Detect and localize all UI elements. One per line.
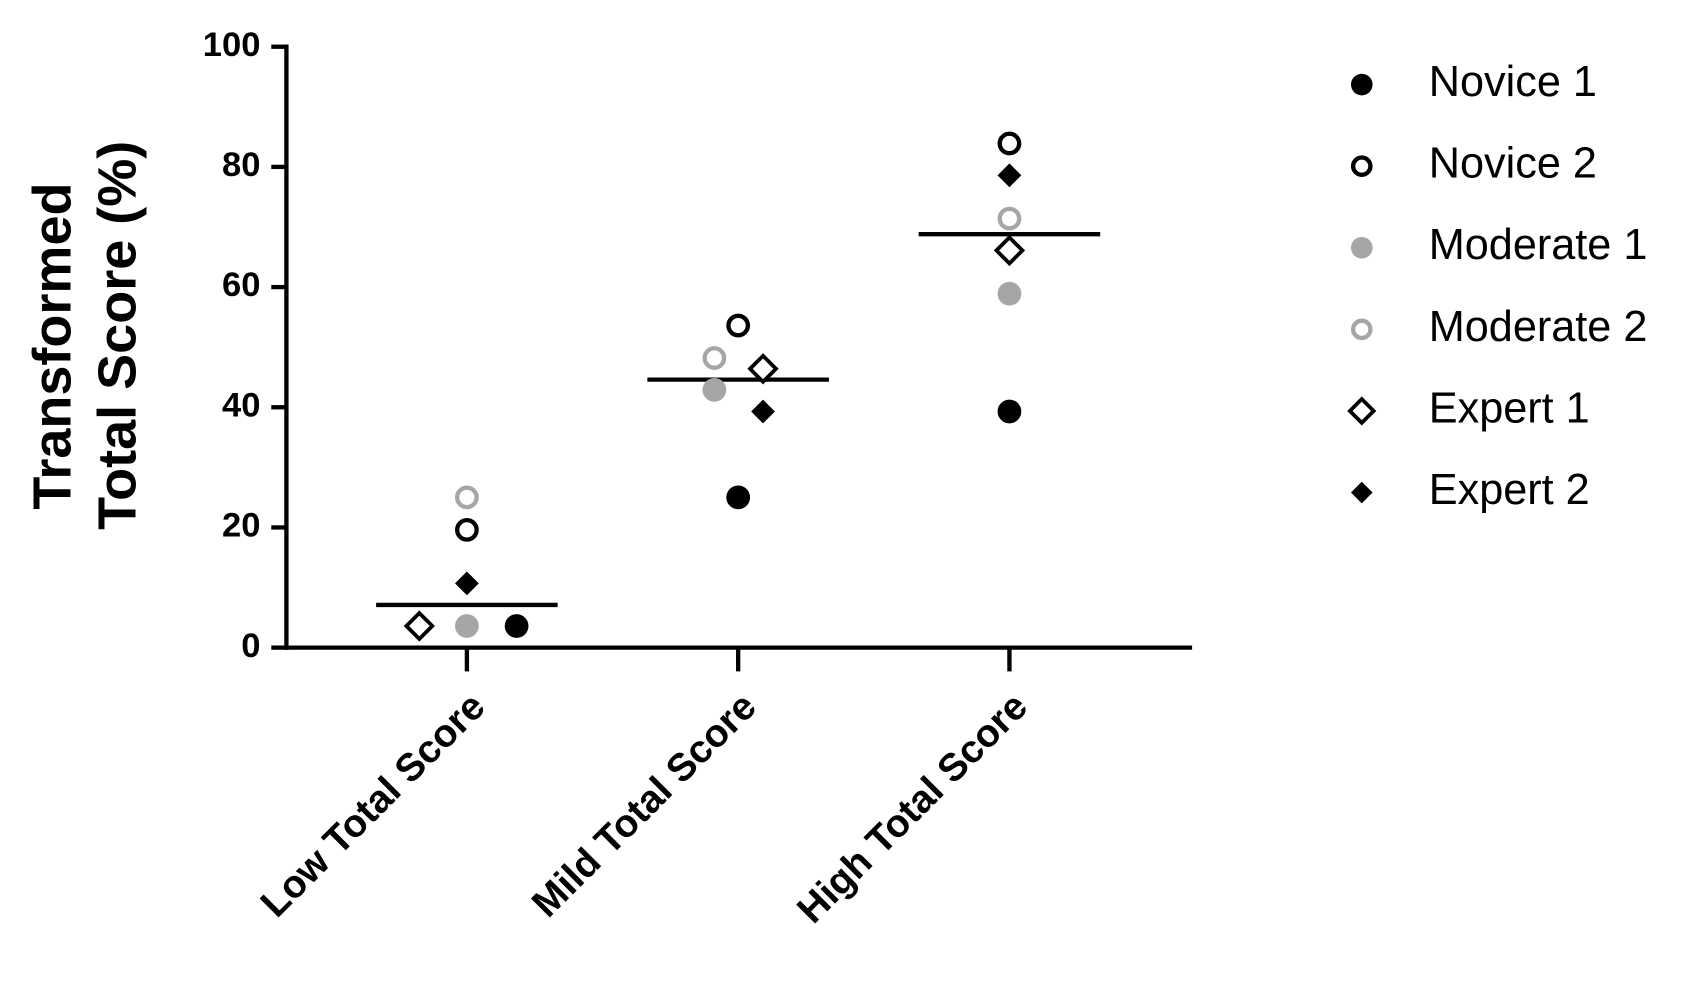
legend-label: Expert 2 <box>1429 466 1590 514</box>
data-point <box>997 206 1022 231</box>
data-point <box>751 399 775 424</box>
y-tick-label: 40 <box>222 386 260 424</box>
y-axis-label: Transformed <box>22 183 82 510</box>
data-point <box>455 485 479 510</box>
data-point <box>455 517 479 542</box>
legend-marker <box>1350 481 1373 504</box>
legend-marker <box>1350 318 1373 341</box>
x-tick-label: Low Total Score <box>253 685 494 926</box>
legend-label: Novice 2 <box>1429 140 1597 188</box>
data-point <box>504 614 529 638</box>
legend-label: Moderate 1 <box>1429 221 1648 269</box>
legend-label: Moderate 2 <box>1429 303 1648 351</box>
legend-label: Expert 1 <box>1429 384 1590 432</box>
x-tick-label: High Total Score <box>789 685 1036 932</box>
data-point <box>455 614 479 638</box>
data-point <box>702 377 727 402</box>
y-tick-label: 100 <box>203 26 261 64</box>
x-tick-label: Mild Total Score <box>524 685 765 926</box>
y-axis-label: Total Score (%) <box>87 141 147 530</box>
data-point <box>997 281 1022 306</box>
data-point <box>747 353 779 385</box>
y-tick-label: 20 <box>222 507 260 545</box>
data-point <box>997 131 1022 156</box>
data-point <box>726 485 751 510</box>
data-point <box>726 313 751 338</box>
legend-marker <box>1350 155 1373 177</box>
y-tick-label: 60 <box>222 266 260 304</box>
data-point <box>403 610 435 642</box>
data-point <box>997 399 1022 424</box>
y-tick-label: 80 <box>222 146 260 184</box>
legend-label: Novice 1 <box>1429 58 1597 106</box>
legend-marker <box>1347 396 1377 426</box>
data-point <box>993 234 1026 267</box>
data-point <box>455 571 479 596</box>
data-point <box>702 346 727 370</box>
legend-marker <box>1350 236 1373 259</box>
legend-marker <box>1350 73 1373 96</box>
y-tick-label: 0 <box>241 627 260 665</box>
data-point <box>997 163 1022 188</box>
